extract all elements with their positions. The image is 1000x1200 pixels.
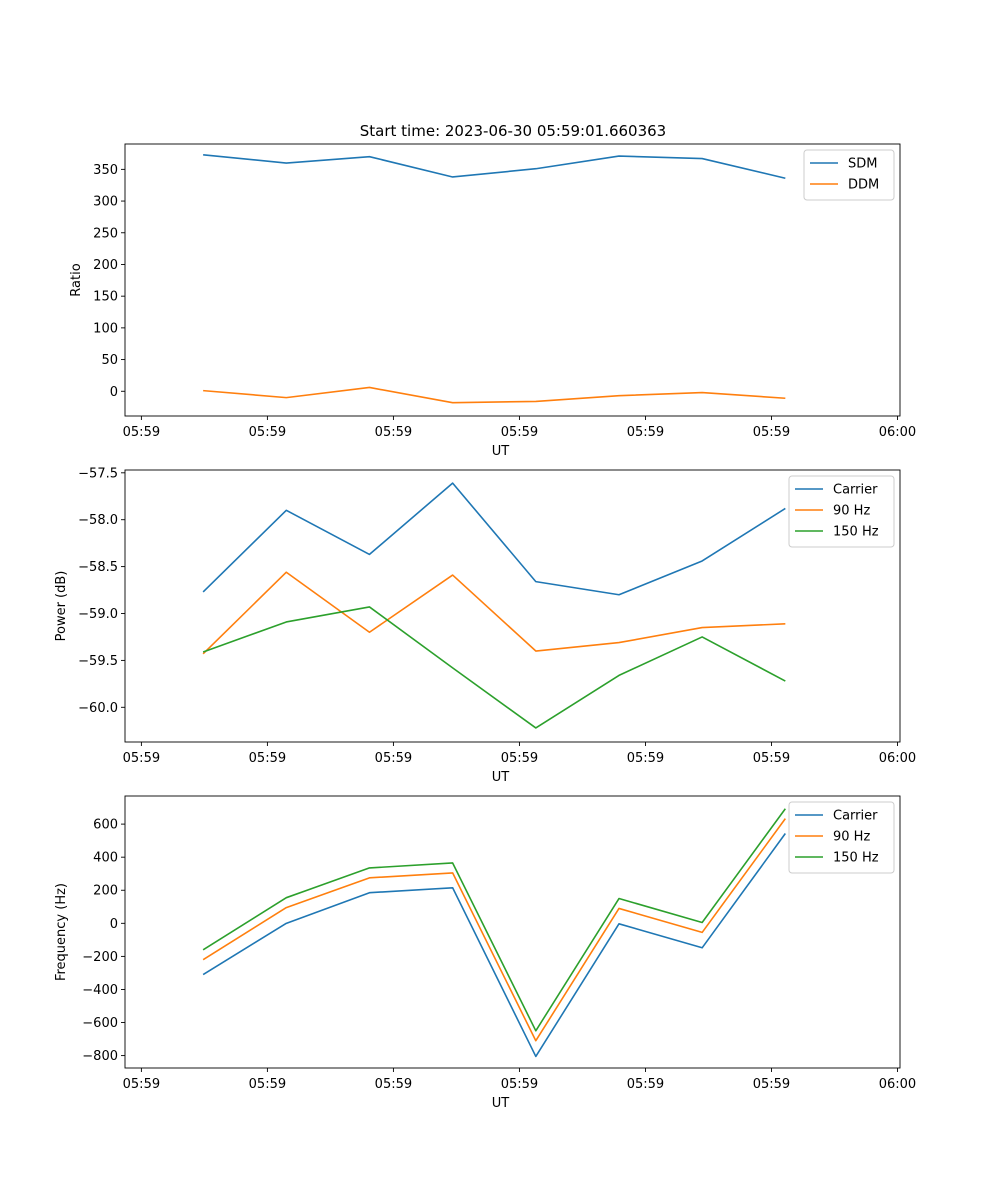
- panel-3: 05:59 05:59 05:59 05:59 05:59 05:59 06:00 −800 −…: [54, 795, 916, 1111]
- x-tick-label: 05:59: [249, 751, 286, 766]
- chart-panels: 05:59 05:59 05:59 05:59 05:59 05:59 06:00 0 50 10…: [54, 143, 916, 1111]
- x-tick-label: 05:59: [501, 425, 538, 440]
- y-tick-label: −200: [82, 950, 118, 965]
- x-tick-label: 06:00: [879, 1077, 916, 1092]
- y-tick-label: 250: [93, 226, 118, 241]
- y-tick-label: −58.0: [78, 513, 118, 528]
- y-axis-label: Power (dB): [54, 571, 69, 642]
- x-tick-label: 05:59: [123, 1077, 160, 1092]
- series-line-3-1: [202, 833, 786, 1058]
- x-tick-label: 05:59: [627, 425, 664, 440]
- x-tick-label: 05:59: [753, 751, 790, 766]
- legend-label: 150 Hz: [833, 525, 879, 540]
- x-tick-label: 05:59: [501, 751, 538, 766]
- legend-label: 150 Hz: [833, 851, 879, 866]
- legend-label: 90 Hz: [833, 504, 870, 519]
- panel-1: 05:59 05:59 05:59 05:59 05:59 05:59 06:00 0 50 10…: [69, 143, 916, 459]
- legend-box: [788, 475, 895, 548]
- x-tick-label: 05:59: [123, 425, 160, 440]
- x-tick-label: 05:59: [753, 425, 790, 440]
- y-tick-label: −400: [82, 983, 118, 998]
- y-tick-label: 350: [93, 163, 118, 178]
- y-tick-label: 200: [93, 258, 118, 273]
- x-tick-label: 05:59: [249, 425, 286, 440]
- x-tick-label: 05:59: [375, 1077, 412, 1092]
- y-tick-label: −57.5: [78, 466, 118, 481]
- legend-label: Carrier: [833, 809, 878, 824]
- x-tick-label: 05:59: [123, 751, 160, 766]
- series-line-3-2: [202, 818, 786, 1042]
- y-axis-label: Ratio: [69, 263, 84, 296]
- y-tick-label: 600: [93, 818, 118, 833]
- y-tick-label: −59.5: [78, 654, 118, 669]
- x-tick-label: 05:59: [249, 1077, 286, 1092]
- y-tick-label: 150: [93, 290, 118, 305]
- series-line-2-3: [202, 606, 786, 729]
- plot-frame: [124, 795, 901, 1069]
- y-tick-label: 100: [93, 321, 118, 336]
- legend-label: 90 Hz: [833, 830, 870, 845]
- series-line-2-1: [202, 482, 786, 596]
- y-tick-label: 300: [93, 195, 118, 210]
- x-tick-label: 05:59: [627, 751, 664, 766]
- legend-box: [788, 801, 895, 874]
- y-tick-label: 0: [110, 917, 118, 932]
- y-tick-label: −60.0: [78, 701, 118, 716]
- chart-title: Start time: 2023-06-30 05:59:01.660363: [360, 122, 666, 140]
- x-tick-label: 05:59: [375, 425, 412, 440]
- x-tick-label: 06:00: [879, 751, 916, 766]
- plot-frame: [124, 469, 901, 743]
- x-axis-label: UT: [492, 444, 510, 459]
- legend-label: SDM: [848, 157, 877, 172]
- x-tick-label: 05:59: [627, 1077, 664, 1092]
- x-axis-label: UT: [492, 1096, 510, 1111]
- y-tick-label: −58.5: [78, 560, 118, 575]
- y-tick-label: 0: [110, 385, 118, 400]
- legend-label: DDM: [848, 178, 879, 193]
- plot-frame: [124, 143, 901, 417]
- y-tick-label: 50: [101, 353, 118, 368]
- y-tick-label: −800: [82, 1049, 118, 1064]
- y-tick-label: 400: [93, 851, 118, 866]
- y-axis-label: Frequency (Hz): [54, 883, 69, 981]
- series-line-1-1: [203, 153, 786, 180]
- x-tick-label: 06:00: [879, 425, 916, 440]
- y-tick-label: 200: [93, 884, 118, 899]
- x-tick-label: 05:59: [375, 751, 412, 766]
- x-axis-label: UT: [492, 770, 510, 785]
- x-tick-label: 05:59: [501, 1077, 538, 1092]
- y-tick-label: −59.0: [78, 607, 118, 622]
- y-tick-label: −600: [82, 1016, 118, 1031]
- series-line-1-2: [203, 386, 786, 404]
- legend-label: Carrier: [833, 483, 878, 498]
- x-tick-label: 05:59: [753, 1077, 790, 1092]
- series-line-2-2: [202, 571, 786, 655]
- panel-2: 05:59 05:59 05:59 05:59 05:59 05:59 06:00 −60.0…: [54, 466, 916, 785]
- series-line-3-3: [202, 808, 786, 1032]
